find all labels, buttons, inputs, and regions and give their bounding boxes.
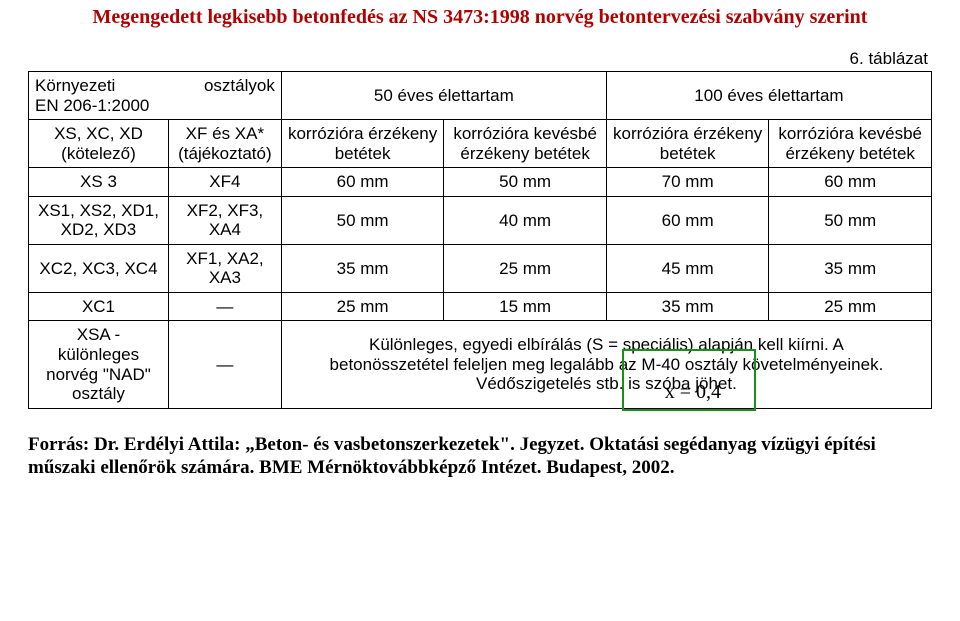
equation-overlay: x = 0,4 [665, 381, 721, 404]
source-l2: műszaki ellenőrök számára. BME Mérnöktov… [28, 457, 675, 478]
cell-v3: 70 mm [606, 168, 769, 197]
table-row: XS 3 XF4 60 mm 50 mm 70 mm 60 mm [29, 168, 932, 197]
note-l2: betonösszetétel feleljen meg legalább az… [330, 355, 884, 374]
cell-v4: 35 mm [769, 244, 932, 292]
table-area: 6. táblázat Környezeti osztályok EN 206-… [28, 49, 932, 409]
cell-v3: 60 mm [606, 196, 769, 244]
env-line3: EN 206-1:2000 [35, 96, 275, 116]
page-root: Megengedett legkisebb betonfedés az NS 3… [0, 0, 960, 621]
sub-left1b: (kötelező) [61, 144, 136, 163]
table-row: XS1, XS2, XD1, XD2, XD3 XF2, XF3, XA4 50… [29, 196, 932, 244]
special-c1: XSA - különleges norvég "NAD" osztály [29, 321, 169, 408]
cell-v1: 35 mm [281, 244, 444, 292]
sub-left-2: XF és XA* (tájékoztató) [168, 120, 281, 168]
cell-v2: 25 mm [444, 244, 607, 292]
cell-c2: XF2, XF3, XA4 [168, 196, 281, 244]
hdr-less-sens-50: korrózióra kevésbé érzékeny betétek [444, 120, 607, 168]
hdr-less-sens-100: korrózióra kevésbé érzékeny betétek [769, 120, 932, 168]
sub-left2b: (tájékoztató) [178, 144, 272, 163]
page-title: Megengedett legkisebb betonfedés az NS 3… [28, 6, 932, 29]
cell-v1: 60 mm [281, 168, 444, 197]
cell-c1: XC1 [29, 292, 169, 321]
special-c2: — [168, 321, 281, 408]
table-row: XC2, XC3, XC4 XF1, XA2, XA3 35 mm 25 mm … [29, 244, 932, 292]
cell-v3: 35 mm [606, 292, 769, 321]
cell-v2: 40 mm [444, 196, 607, 244]
cell-c1: XS1, XS2, XD1, XD2, XD3 [29, 196, 169, 244]
sub-left1a: XS, XC, XD [54, 124, 143, 143]
cell-v4: 50 mm [769, 196, 932, 244]
cell-c2: XF1, XA2, XA3 [168, 244, 281, 292]
special-note: Különleges, egyedi elbírálás (S = speciá… [281, 321, 931, 408]
life50-header: 50 éves élettartam [281, 72, 606, 120]
table-header-row-2: XS, XC, XD (kötelező) XF és XA* (tájékoz… [29, 120, 932, 168]
cell-v4: 25 mm [769, 292, 932, 321]
note-l1: Különleges, egyedi elbírálás (S = speciá… [369, 335, 844, 354]
env-line1: Környezeti [35, 76, 115, 96]
hdr-sens-50: korrózióra érzékeny betétek [281, 120, 444, 168]
cell-v2: 15 mm [444, 292, 607, 321]
table-header-row-1: Környezeti osztályok EN 206-1:2000 50 év… [29, 72, 932, 120]
cell-v1: 25 mm [281, 292, 444, 321]
cell-v1: 50 mm [281, 196, 444, 244]
cell-v2: 50 mm [444, 168, 607, 197]
table-row-special: XSA - különleges norvég "NAD" osztály — … [29, 321, 932, 408]
cell-c1: XS 3 [29, 168, 169, 197]
hdr-sens-100: korrózióra érzékeny betétek [606, 120, 769, 168]
sub-left-1: XS, XC, XD (kötelező) [29, 120, 169, 168]
cell-c2: — [168, 292, 281, 321]
cell-c2: XF4 [168, 168, 281, 197]
cell-v4: 60 mm [769, 168, 932, 197]
source-l1: Forrás: Dr. Erdélyi Attila: „Beton- és v… [28, 434, 876, 455]
env-header: Környezeti osztályok EN 206-1:2000 [29, 72, 282, 120]
source-citation: Forrás: Dr. Erdélyi Attila: „Beton- és v… [28, 433, 932, 481]
main-table: Környezeti osztályok EN 206-1:2000 50 év… [28, 71, 932, 409]
life100-header: 100 éves élettartam [606, 72, 931, 120]
cell-v3: 45 mm [606, 244, 769, 292]
sub-left2a: XF és XA* [186, 124, 264, 143]
env-line2: osztályok [204, 76, 275, 96]
cell-c1: XC2, XC3, XC4 [29, 244, 169, 292]
equation-text: x = 0,4 [665, 381, 721, 403]
table-row: XC1 — 25 mm 15 mm 35 mm 25 mm [29, 292, 932, 321]
table-label: 6. táblázat [28, 49, 932, 69]
